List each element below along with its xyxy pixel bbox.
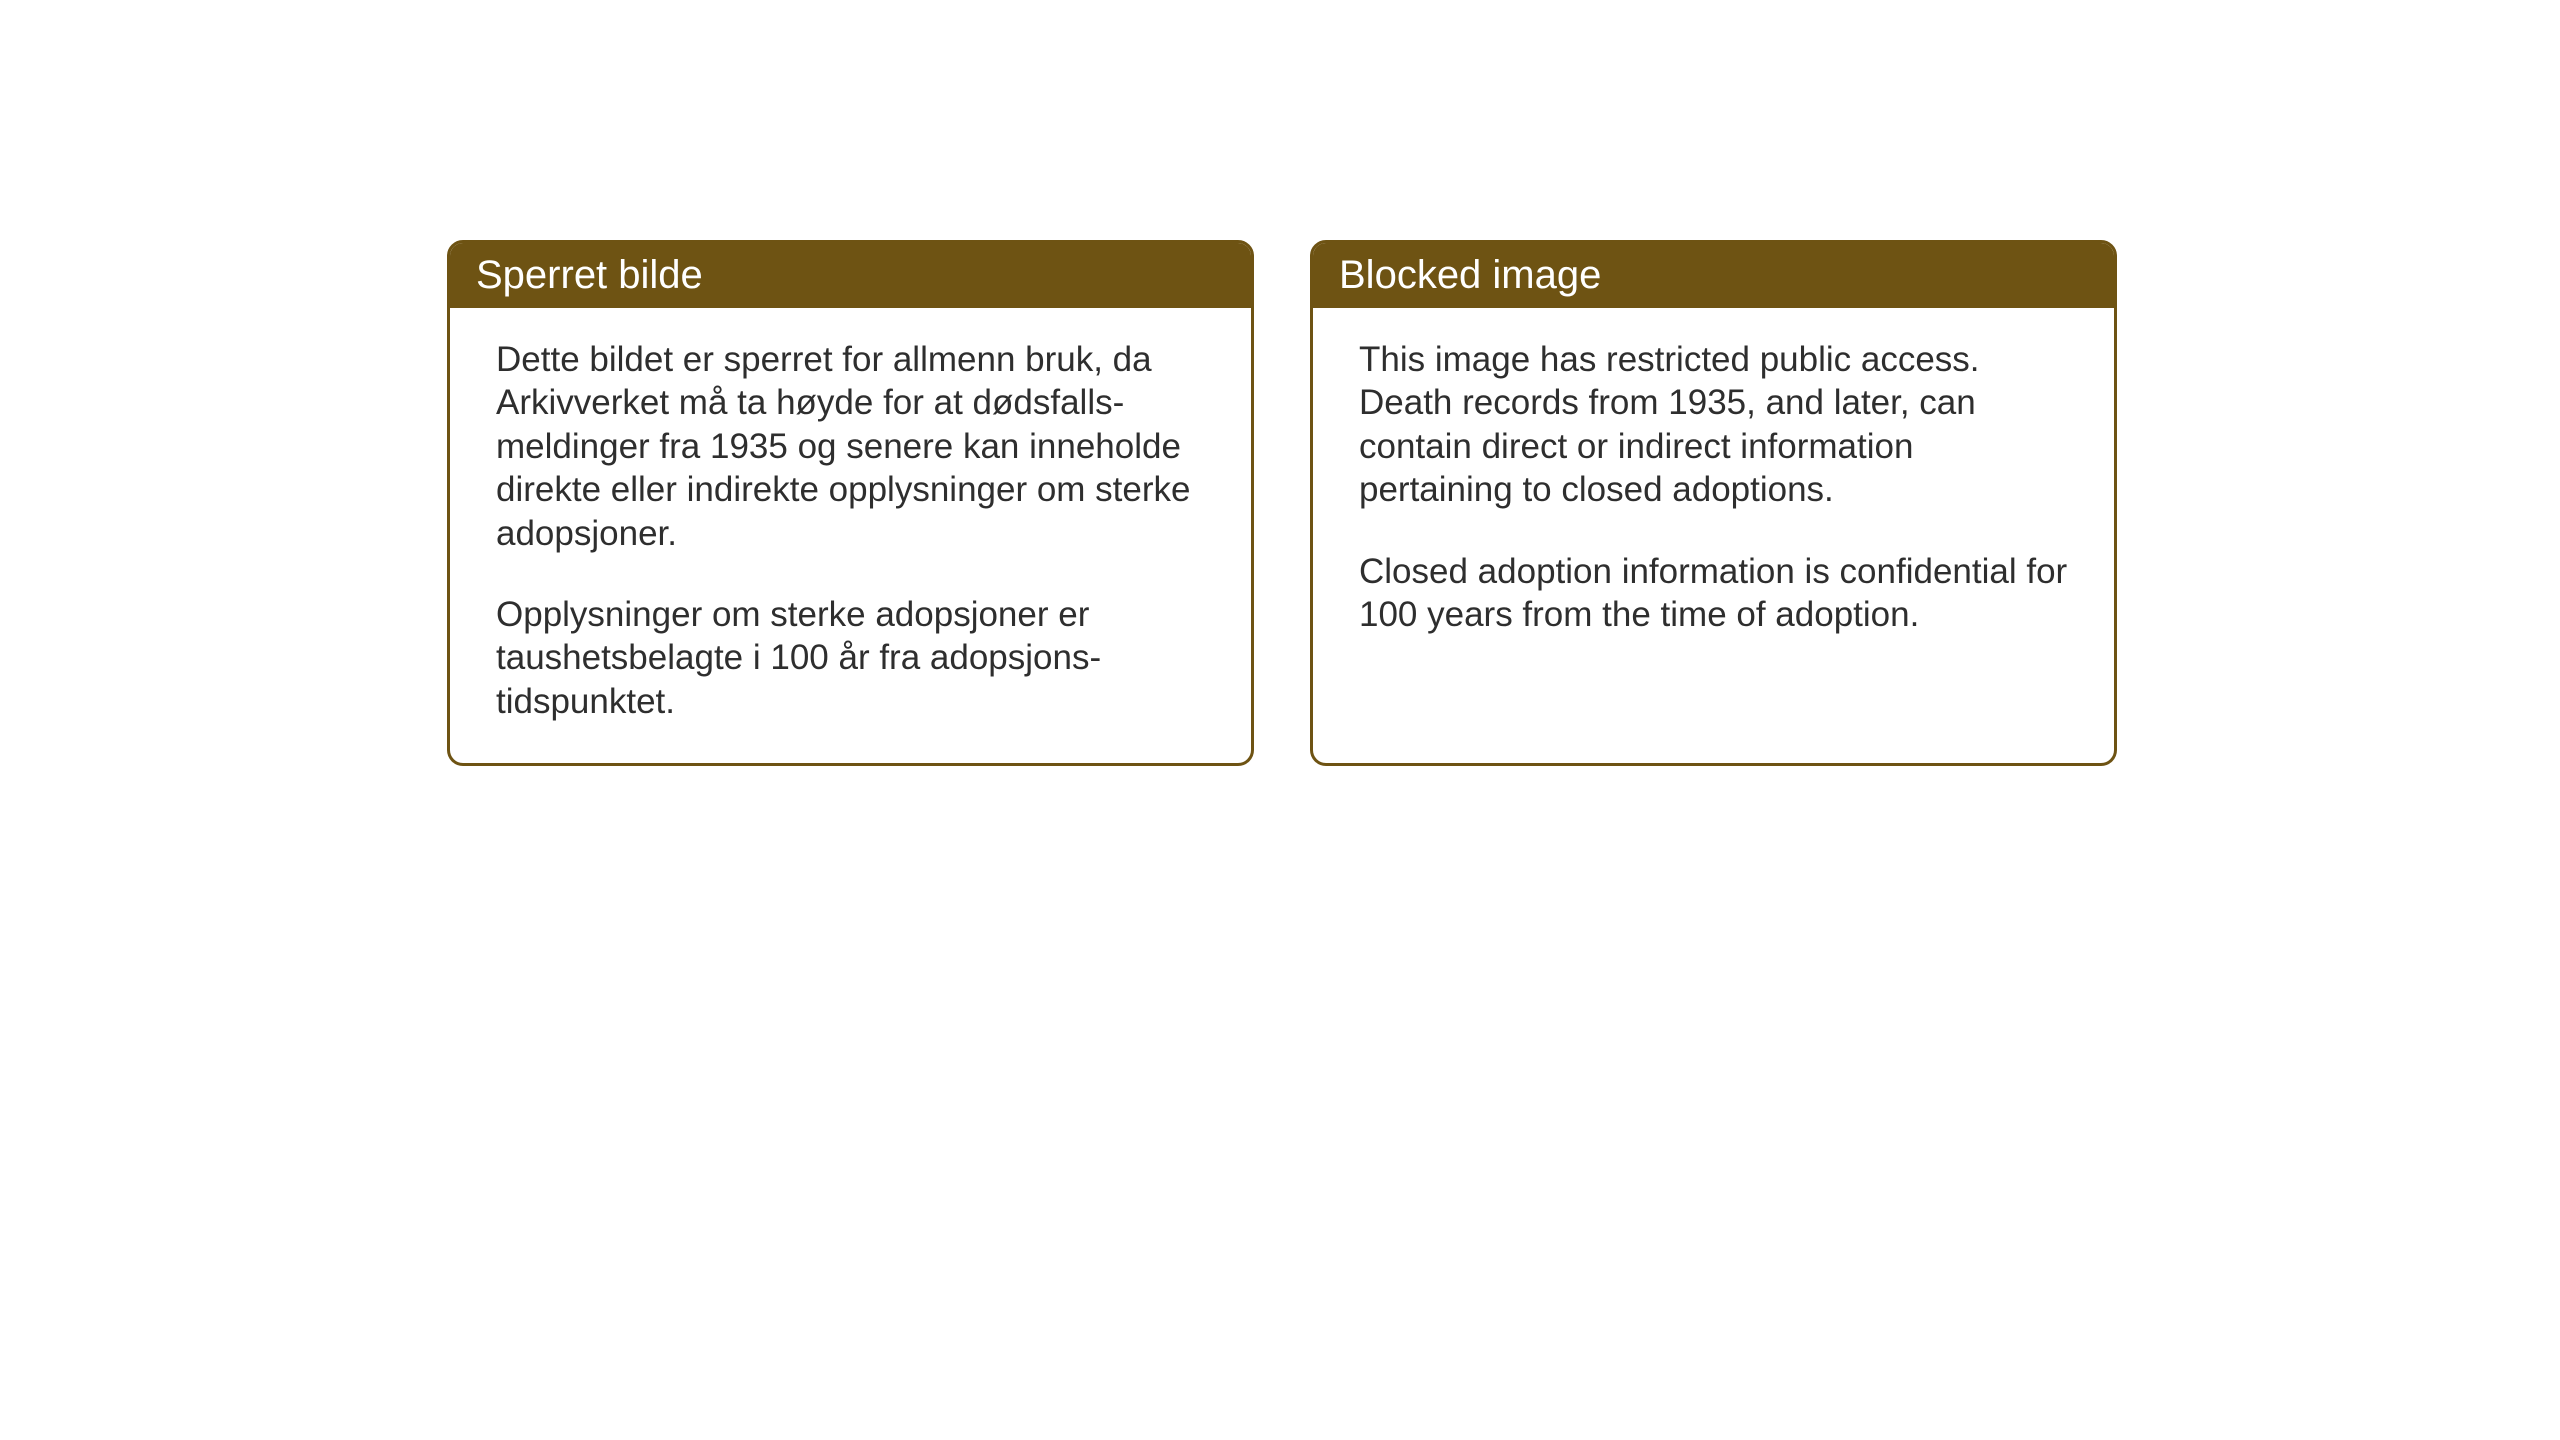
- info-card-norwegian: Sperret bilde Dette bildet er sperret fo…: [447, 240, 1254, 766]
- card-paragraph-english-1: This image has restricted public access.…: [1359, 338, 2068, 512]
- card-header-english: Blocked image: [1313, 243, 2114, 308]
- card-header-norwegian: Sperret bilde: [450, 243, 1251, 308]
- card-body-english: This image has restricted public access.…: [1313, 308, 2114, 748]
- card-paragraph-norwegian-2: Opplysninger om sterke adopsjoner er tau…: [496, 593, 1205, 723]
- card-paragraph-english-2: Closed adoption information is confident…: [1359, 550, 2068, 637]
- info-cards-container: Sperret bilde Dette bildet er sperret fo…: [447, 240, 2117, 766]
- card-body-norwegian: Dette bildet er sperret for allmenn bruk…: [450, 308, 1251, 763]
- card-title-norwegian: Sperret bilde: [476, 253, 703, 297]
- card-paragraph-norwegian-1: Dette bildet er sperret for allmenn bruk…: [496, 338, 1205, 555]
- card-title-english: Blocked image: [1339, 253, 1601, 297]
- info-card-english: Blocked image This image has restricted …: [1310, 240, 2117, 766]
